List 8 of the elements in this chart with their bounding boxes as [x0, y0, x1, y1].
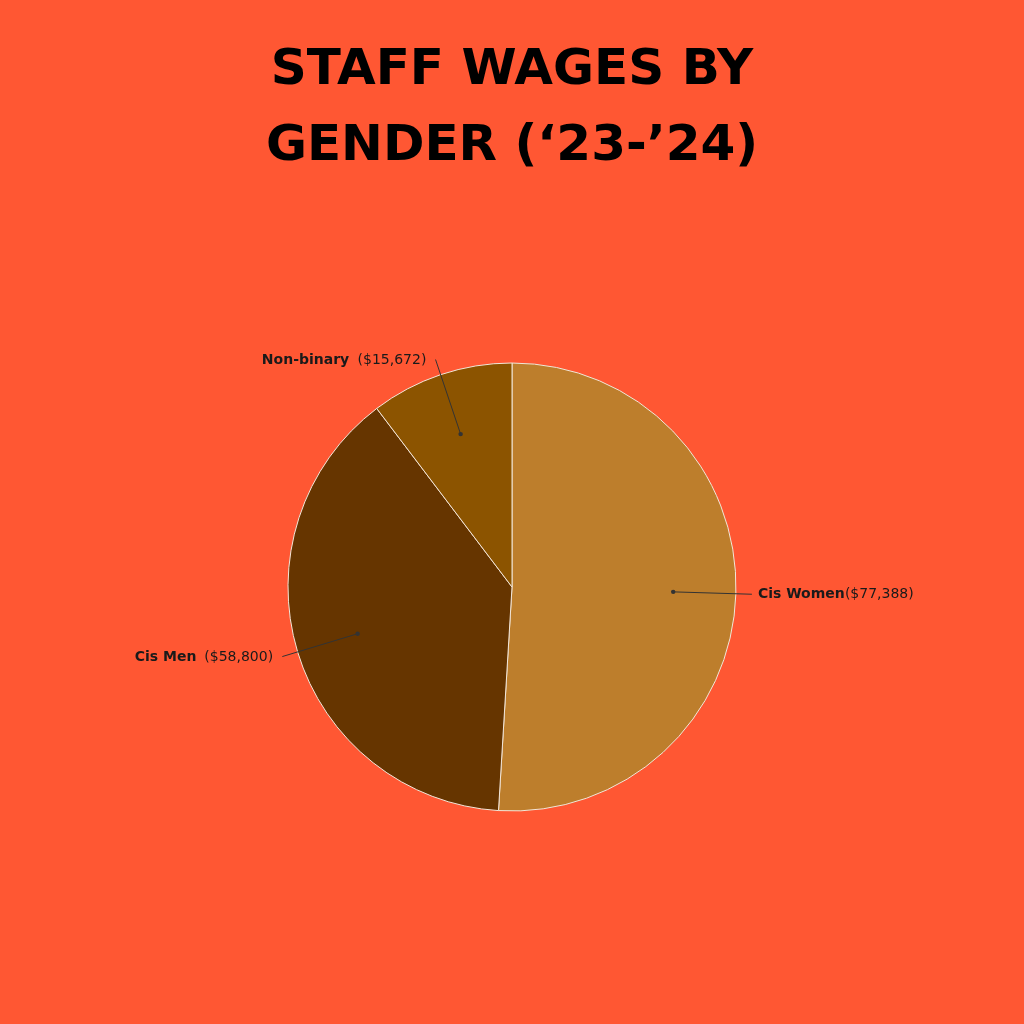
slice-label: Cis Men — [134, 647, 197, 664]
text: GENDER (‘23-’24) — [265, 114, 759, 172]
data-label: ($15,672) — [357, 350, 427, 367]
data-label: ($58,800) — [204, 647, 274, 664]
slice-label: Non-binary — [261, 350, 350, 367]
slice-label: Cis Women — [757, 585, 845, 602]
data-label: ($77,388) — [844, 585, 914, 602]
text: STAFF WAGES BY — [270, 38, 754, 96]
